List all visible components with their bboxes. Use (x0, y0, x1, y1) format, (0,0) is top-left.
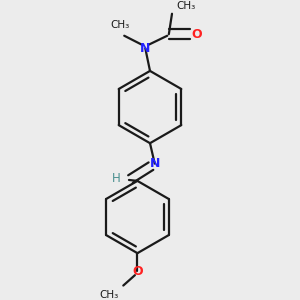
Text: O: O (132, 265, 143, 278)
Text: CH₃: CH₃ (110, 20, 130, 30)
Text: N: N (149, 157, 160, 170)
Text: CH₃: CH₃ (99, 290, 119, 300)
Text: O: O (192, 28, 203, 41)
Text: CH₃: CH₃ (177, 1, 196, 10)
Text: N: N (140, 42, 151, 55)
Text: H: H (111, 172, 120, 184)
